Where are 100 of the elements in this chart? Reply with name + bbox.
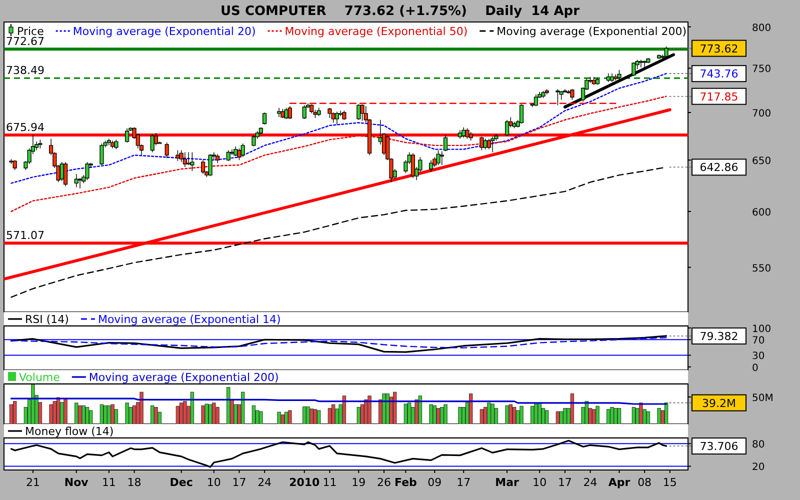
candlestick bbox=[114, 139, 118, 150]
candlestick bbox=[544, 88, 549, 95]
legend-label: RSI (14) bbox=[25, 313, 69, 326]
bar bbox=[606, 409, 610, 424]
candlestick bbox=[85, 162, 90, 180]
bar bbox=[512, 406, 516, 424]
bar bbox=[534, 404, 538, 424]
bar bbox=[13, 401, 17, 424]
bar bbox=[306, 406, 310, 424]
bar bbox=[313, 409, 318, 424]
bar bbox=[646, 411, 650, 424]
candlestick bbox=[541, 90, 546, 98]
bar bbox=[432, 405, 437, 424]
bar bbox=[201, 405, 205, 424]
candlestick bbox=[100, 143, 104, 166]
x-tick-label: Dec bbox=[170, 476, 193, 489]
y-tick-label: 50M bbox=[752, 392, 774, 404]
ref-line-label: 738.49 bbox=[6, 64, 44, 78]
candlestick bbox=[443, 134, 448, 152]
legend-label: Price bbox=[17, 25, 44, 38]
bar bbox=[418, 396, 422, 424]
bar bbox=[664, 402, 668, 424]
candlestick bbox=[328, 108, 332, 118]
y-tick-label: 20 bbox=[752, 462, 765, 474]
bar bbox=[570, 393, 574, 424]
candlestick bbox=[74, 174, 78, 188]
bar bbox=[74, 402, 78, 424]
bar bbox=[132, 405, 136, 424]
bar bbox=[259, 411, 263, 424]
annotation: 773.62 bbox=[700, 42, 738, 56]
candlestick bbox=[63, 162, 68, 187]
bar bbox=[632, 406, 636, 424]
candlestick bbox=[302, 104, 306, 120]
candlestick bbox=[284, 108, 288, 120]
bar bbox=[52, 401, 57, 424]
bar bbox=[179, 402, 184, 424]
bar bbox=[9, 404, 14, 424]
bar bbox=[480, 409, 484, 424]
candlestick bbox=[465, 128, 470, 140]
candlestick bbox=[410, 152, 415, 178]
bar bbox=[150, 405, 154, 424]
bar bbox=[31, 384, 35, 424]
chart-title: US COMPUTER 773.62 (+1.75%) Daily 14 Apr bbox=[220, 4, 580, 19]
bar bbox=[584, 401, 589, 424]
candlestick bbox=[429, 160, 434, 172]
bar bbox=[288, 410, 292, 424]
bar bbox=[356, 406, 361, 424]
x-tick-label: 24 bbox=[583, 476, 598, 489]
bar bbox=[216, 406, 220, 424]
candlestick bbox=[610, 73, 614, 82]
legend-label: Moving average (Exponential 200) bbox=[496, 25, 687, 38]
bar bbox=[125, 402, 129, 424]
y-tick-label: 800 bbox=[752, 22, 772, 34]
x-tick-label: 18 bbox=[127, 476, 142, 489]
candlestick bbox=[505, 120, 510, 136]
bar bbox=[284, 412, 288, 424]
candlestick bbox=[215, 154, 220, 164]
candlestick bbox=[237, 148, 242, 160]
ref-line-label: 772.67 bbox=[6, 35, 44, 48]
y-tick-label: 700 bbox=[752, 108, 772, 120]
bar bbox=[317, 410, 321, 424]
candlestick bbox=[360, 104, 364, 122]
bar bbox=[56, 397, 60, 424]
bar bbox=[516, 410, 520, 424]
candlestick bbox=[458, 130, 462, 140]
bar bbox=[556, 411, 560, 424]
annotation: 79.382 bbox=[700, 330, 738, 343]
x-tick-label: 21 bbox=[26, 476, 40, 489]
candlestick bbox=[592, 76, 596, 86]
candlestick bbox=[316, 108, 321, 117]
x-tick-label: 10 bbox=[532, 476, 547, 489]
candlestick bbox=[617, 70, 622, 80]
ref-line-label: 571.07 bbox=[6, 229, 44, 242]
bar bbox=[382, 393, 386, 424]
ref-line-label: 675.94 bbox=[6, 120, 44, 134]
bar bbox=[241, 392, 245, 424]
x-tick-label: 17 bbox=[558, 476, 572, 489]
x-tick-label: 26 bbox=[377, 476, 391, 489]
y-tick-label: 550 bbox=[752, 263, 772, 274]
y-tick-label: 70 bbox=[752, 336, 765, 347]
legend-label: Money flow (14) bbox=[25, 425, 114, 438]
bar bbox=[310, 408, 314, 424]
legend-label: Moving average (Exponential 20) bbox=[72, 25, 256, 38]
bar bbox=[610, 406, 614, 424]
y-tick-label: 80 bbox=[752, 440, 765, 451]
y-tick-label: 100 bbox=[752, 324, 772, 335]
bar bbox=[190, 392, 194, 424]
candlestick bbox=[642, 60, 647, 70]
bar bbox=[64, 398, 68, 424]
candlestick bbox=[110, 140, 115, 149]
bar bbox=[520, 406, 524, 424]
bar bbox=[440, 406, 444, 424]
bar bbox=[82, 405, 86, 424]
legend-label: Moving average (Exponential 200) bbox=[88, 371, 279, 384]
bar bbox=[208, 404, 212, 424]
candlestick bbox=[38, 139, 42, 149]
bar bbox=[617, 408, 622, 424]
candlestick bbox=[331, 112, 336, 124]
candlestick bbox=[570, 88, 574, 100]
bar bbox=[331, 404, 336, 424]
